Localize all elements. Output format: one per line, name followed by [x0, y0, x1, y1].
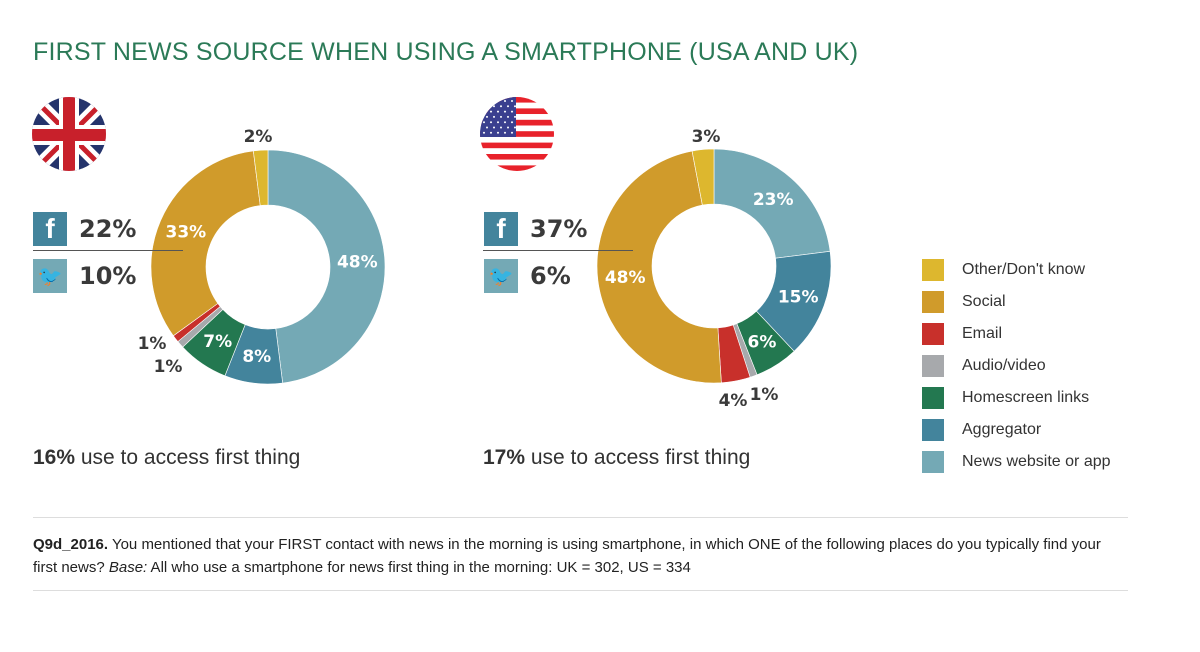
us-data-label: 48% [605, 268, 646, 288]
uk-data-label: 8% [242, 347, 271, 367]
legend-item: Aggregator [922, 414, 1111, 446]
legend-swatch [922, 419, 944, 441]
us-facebook-value: 37% [530, 215, 588, 243]
us-data-label: 6% [748, 333, 777, 353]
us-data-label: 4% [719, 391, 748, 411]
legend-label: News website or app [962, 453, 1111, 470]
footnote: Q9d_2016. You mentioned that your FIRST … [33, 536, 1101, 576]
us-data-label: 1% [750, 385, 779, 405]
us-data-label: 23% [753, 190, 794, 210]
us-slice-news-website-or-app [713, 148, 831, 259]
uk-data-label: 7% [203, 332, 232, 352]
legend-label: Email [962, 325, 1003, 342]
legend-item: Social [922, 286, 1111, 318]
twitter-icon: 🐦 [33, 259, 67, 293]
legend-label: Audio/video [962, 357, 1046, 374]
us-slice-other-don-t-know [691, 148, 715, 206]
legend-item: Audio/video [922, 350, 1111, 382]
legend: Other/Don't know Social Email Audio/video Ho… [922, 254, 1111, 478]
chart-title: FIRST NEWS SOURCE WHEN USING A SMARTPHON… [33, 38, 859, 66]
divider [33, 590, 1128, 591]
divider [483, 250, 633, 251]
us-twitter-value: 6% [530, 262, 571, 290]
legend-label: Homescreen links [962, 389, 1090, 406]
legend-item: Homescreen links [922, 382, 1111, 414]
uk-twitter-value: 10% [79, 262, 137, 290]
uk-data-label: 1% [138, 334, 167, 354]
legend-swatch [922, 291, 944, 313]
uk-data-label: 33% [166, 222, 207, 242]
legend-swatch [922, 259, 944, 281]
us-flag-icon [480, 97, 554, 171]
us-data-label: 3% [692, 127, 721, 147]
facebook-icon: f [484, 212, 518, 246]
legend-swatch [922, 355, 944, 377]
us-access-text: 17% use to access first thing [483, 446, 751, 469]
uk-data-label: 2% [244, 127, 273, 147]
us-twitter-share: 🐦 6% [484, 259, 571, 293]
uk-twitter-share: 🐦 10% [33, 259, 136, 293]
uk-facebook-value: 22% [79, 215, 137, 243]
legend-swatch [922, 387, 944, 409]
legend-item: Email [922, 318, 1111, 350]
uk-facebook-share: f 22% [33, 212, 136, 246]
divider [33, 250, 183, 251]
us-slice-social [596, 150, 722, 384]
legend-label: Social [962, 293, 1006, 310]
uk-flag-icon [32, 97, 106, 171]
legend-item: Other/Don't know [922, 254, 1111, 286]
legend-label: Other/Don't know [962, 261, 1086, 278]
uk-slice-news-website-or-app [267, 149, 386, 384]
facebook-icon: f [33, 212, 67, 246]
uk-slice-other-don-t-know [253, 149, 269, 206]
us-facebook-share: f 37% [484, 212, 587, 246]
uk-slice-social [150, 150, 261, 337]
twitter-icon: 🐦 [484, 259, 518, 293]
legend-label: Aggregator [962, 421, 1042, 438]
uk-data-label: 1% [154, 357, 183, 377]
us-data-label: 15% [778, 287, 819, 307]
uk-access-text: 16% use to access first thing [33, 446, 301, 469]
divider [33, 517, 1128, 518]
legend-swatch [922, 323, 944, 345]
legend-item: News website or app [922, 446, 1111, 478]
uk-data-label: 48% [337, 252, 378, 272]
legend-swatch [922, 451, 944, 473]
